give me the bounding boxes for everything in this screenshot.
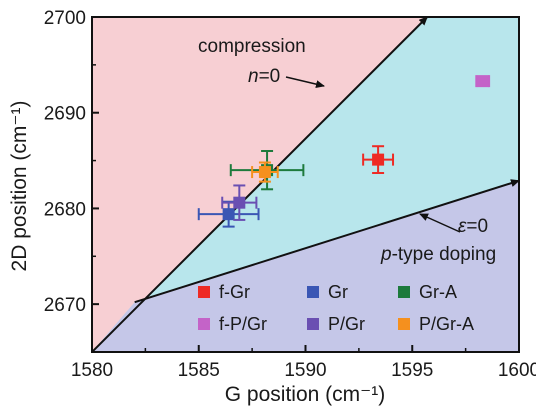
legend-swatch (307, 286, 319, 298)
marker-square (258, 166, 271, 179)
legend-label: P/Gr (328, 314, 365, 334)
marker-square (372, 153, 385, 166)
legend-item-p-gr-a: P/Gr-A (398, 314, 474, 334)
ptype-doping-line (134, 179, 519, 304)
plot-area (92, 17, 519, 352)
legend-item-f-p-gr: f-P/Gr (198, 314, 267, 334)
legend-label: P/Gr-A (419, 314, 474, 334)
legend-swatch (398, 318, 410, 330)
region-lower (92, 180, 519, 352)
legend-label: f-P/Gr (219, 314, 267, 334)
y-tick-label: 2670 (44, 295, 86, 316)
legend: f-Gr Gr Gr-A f-P/Gr P/Gr P/Gr-A (198, 282, 474, 334)
x-tick-label: 1595 (391, 360, 433, 381)
point-f-gr (362, 145, 395, 175)
y-tick-label: 2680 (44, 199, 86, 220)
data-points (197, 75, 491, 228)
marker-square (233, 196, 246, 209)
y-tick-label: 2690 (44, 104, 86, 125)
y-tick-label: 2700 (44, 8, 86, 29)
legend-item-gr: Gr (307, 282, 348, 302)
x-axis: 1580 1585 1590 1595 1600 (71, 345, 536, 381)
y-axis: 2670 2680 2690 2700 (44, 8, 99, 353)
legend-swatch (198, 286, 210, 298)
legend-label: f-Gr (219, 282, 250, 302)
marker-square (476, 75, 489, 88)
compression-line (92, 17, 428, 352)
point-f-p-gr (475, 75, 491, 88)
legend-label: Gr-A (419, 282, 457, 302)
point-p-gr-a (251, 161, 279, 183)
legend-item-p-gr: P/Gr (307, 314, 365, 334)
x-tick-label: 1590 (284, 360, 326, 381)
n-annotation-arrow (285, 76, 325, 89)
marker-square (222, 208, 235, 221)
x-tick-label: 1580 (71, 360, 113, 381)
legend-swatch (307, 318, 319, 330)
annotation-compression: compression (198, 36, 306, 57)
x-axis-label: G position (cm⁻¹) (225, 383, 385, 406)
point-p-gr (221, 184, 258, 221)
x-tick-label: 1600 (498, 360, 536, 381)
annotation-ptype-doping: p-type doping (380, 244, 496, 265)
legend-label: Gr (328, 282, 348, 302)
legend-item-gr-a: Gr-A (398, 282, 457, 302)
legend-swatch (398, 286, 410, 298)
eps-annotation-arrow (419, 213, 461, 233)
legend-item-f-gr: f-Gr (198, 282, 250, 302)
y-axis-label: 2D position (cm⁻¹) (8, 101, 31, 272)
annotation-eps-zero: ε=0 (458, 216, 488, 237)
region-middle (92, 17, 519, 352)
legend-swatch (198, 318, 210, 330)
annotation-n-zero: n=0 (248, 66, 280, 87)
x-tick-label: 1585 (178, 360, 220, 381)
